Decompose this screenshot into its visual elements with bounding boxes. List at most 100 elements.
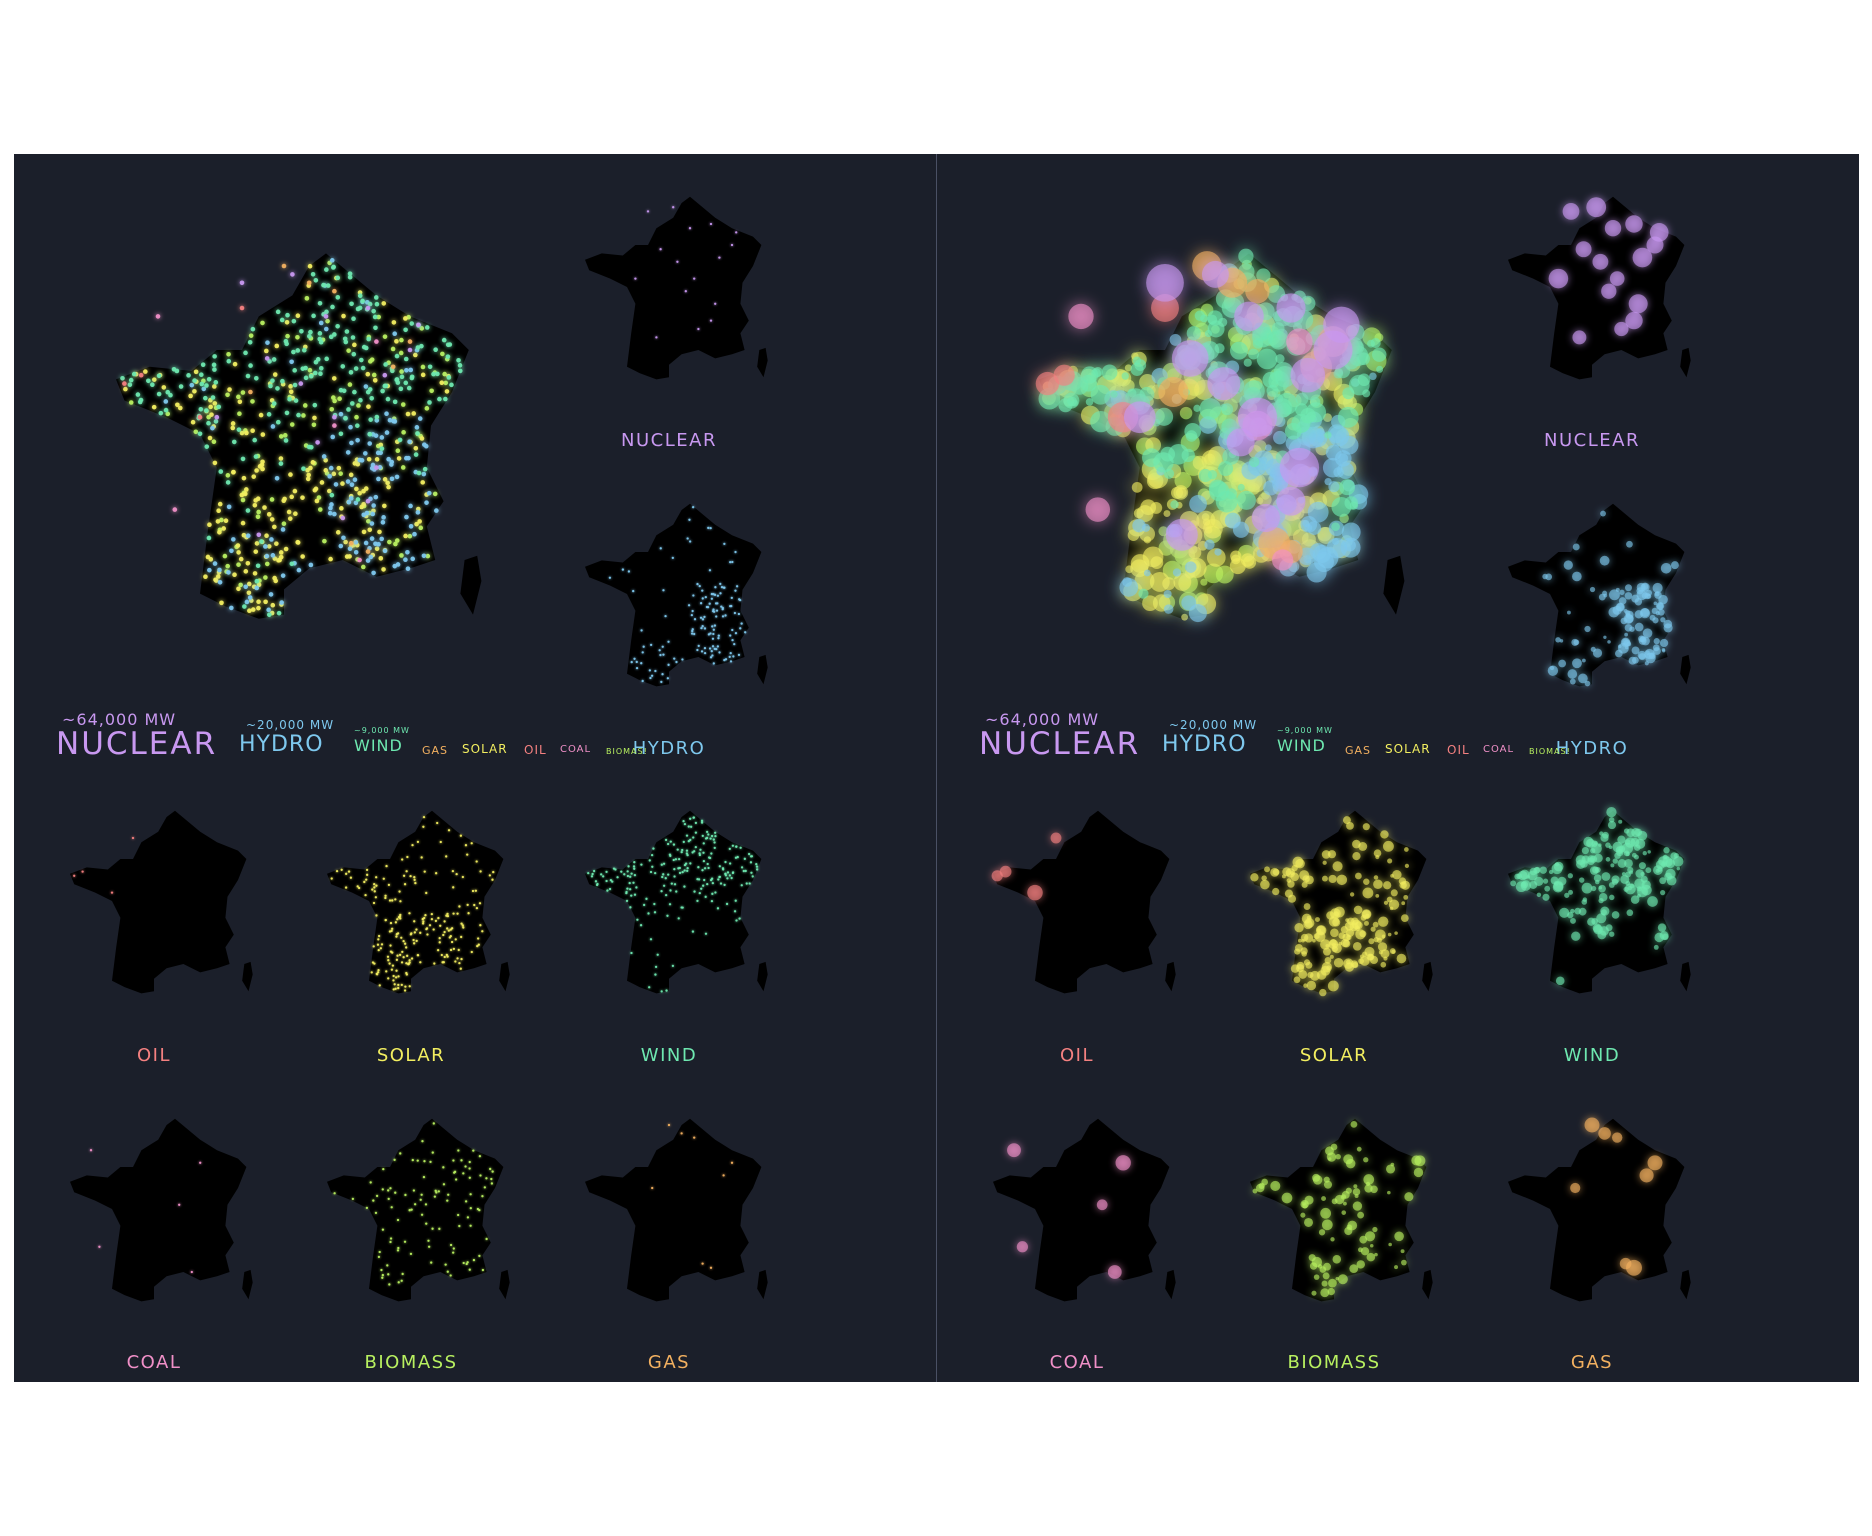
solar-plant-marker bbox=[1400, 914, 1409, 922]
biomass-plant-marker bbox=[469, 1207, 472, 1210]
solar-plant-marker bbox=[1349, 892, 1355, 897]
solar-plants bbox=[330, 815, 495, 992]
wind-plant-marker bbox=[687, 840, 690, 843]
wind-plant-marker bbox=[694, 831, 698, 834]
france-land bbox=[993, 810, 1170, 994]
wind-plant-marker bbox=[685, 849, 689, 852]
solar-plant-marker bbox=[1370, 926, 1376, 932]
wind-plant-marker bbox=[1654, 932, 1664, 943]
wind-plant-marker bbox=[728, 874, 732, 877]
solar-plant-marker bbox=[1181, 613, 1189, 621]
solar-plant-marker bbox=[462, 926, 465, 929]
wind-plant-marker bbox=[1670, 852, 1678, 860]
solar-plant-marker bbox=[439, 840, 442, 844]
wind-plant-marker bbox=[1339, 479, 1356, 496]
hydro-plant-marker bbox=[268, 592, 274, 597]
biomass-plant-marker bbox=[1255, 1183, 1265, 1193]
solar-plant-marker bbox=[221, 526, 226, 531]
wind-plant-marker bbox=[630, 872, 633, 875]
wind-plant-marker bbox=[203, 395, 208, 401]
wind-plant-marker bbox=[1574, 907, 1582, 915]
biomass-plant-marker bbox=[432, 1122, 435, 1125]
hydro-map-label: HYDRO bbox=[632, 738, 706, 759]
biomass-plant-marker bbox=[460, 1159, 463, 1162]
nuclear-plant-marker bbox=[298, 381, 304, 386]
solar-plant-marker bbox=[1387, 858, 1393, 864]
nuclear-plant-marker bbox=[659, 248, 662, 251]
hydro-plant-marker bbox=[1619, 589, 1625, 595]
solar-plant-marker bbox=[1375, 854, 1380, 860]
solar-plant-marker bbox=[1343, 958, 1354, 969]
wind-plant-marker bbox=[689, 825, 693, 828]
wind-plant-marker bbox=[662, 884, 666, 887]
biomass-plant-marker bbox=[1358, 1247, 1363, 1253]
hydro-plant-marker bbox=[321, 454, 327, 459]
wind-plant-marker bbox=[311, 313, 316, 319]
solar-plant-marker bbox=[190, 419, 196, 425]
hydro-plant-marker bbox=[681, 658, 684, 661]
hydro-plant-marker bbox=[330, 434, 336, 440]
wind-plant-marker bbox=[629, 888, 632, 891]
coal-plants bbox=[89, 1149, 202, 1274]
wind-plant-marker bbox=[683, 863, 687, 867]
biomass-plant-marker bbox=[483, 1186, 486, 1189]
solar-plant-marker bbox=[417, 519, 422, 524]
solar-plant-marker bbox=[1300, 947, 1308, 955]
biomass-plant-marker bbox=[1350, 1120, 1358, 1128]
hydro-plant-marker bbox=[664, 614, 667, 618]
solar-plant-marker bbox=[1125, 565, 1134, 574]
solar-plant-marker bbox=[392, 974, 395, 978]
hydro-plant-marker bbox=[1324, 477, 1332, 486]
biomass-plant-marker bbox=[1313, 1274, 1320, 1280]
solar-plant-marker bbox=[243, 487, 249, 492]
biomass-plant-marker bbox=[491, 1170, 494, 1173]
solar-plant-marker bbox=[1354, 872, 1362, 880]
solar-plant-marker bbox=[1295, 858, 1305, 869]
hydro-plant-marker bbox=[346, 499, 352, 505]
solar-plant-marker bbox=[1313, 933, 1320, 940]
wind-plant-marker bbox=[457, 363, 463, 368]
solar-plant-marker bbox=[259, 462, 265, 468]
wind-plant-marker bbox=[213, 380, 219, 385]
solar-plant-marker bbox=[378, 556, 384, 561]
wind-plant-marker bbox=[415, 431, 420, 436]
solar-plant-marker bbox=[446, 927, 449, 930]
hydro-plant-marker bbox=[1624, 584, 1632, 592]
biomass-plant-marker bbox=[1369, 1243, 1374, 1248]
hydro-plant-marker bbox=[414, 425, 420, 430]
solar-plant-marker bbox=[388, 962, 391, 965]
hydro-plant-marker bbox=[353, 500, 359, 506]
biomass-plant-marker bbox=[311, 422, 317, 428]
hydro-plant-marker bbox=[269, 537, 274, 542]
solar-plant-marker bbox=[377, 948, 380, 952]
hydro-plant-marker bbox=[332, 511, 337, 517]
wind-plant-marker bbox=[636, 918, 639, 921]
solar-plant-marker bbox=[1344, 921, 1354, 931]
solar-plant-marker bbox=[454, 938, 457, 941]
solar-plant-marker bbox=[1142, 595, 1158, 612]
hydro-plant-marker bbox=[1572, 571, 1582, 582]
hydro-plant-marker bbox=[270, 553, 276, 558]
solar-plant-marker bbox=[292, 488, 298, 494]
wind-plant-marker bbox=[1555, 976, 1565, 986]
solar-plant-marker bbox=[1250, 873, 1259, 882]
corsica-land bbox=[757, 961, 768, 992]
wind-plant-marker bbox=[693, 850, 696, 853]
solar-plant-marker bbox=[446, 912, 449, 916]
solar-plant-marker bbox=[460, 922, 463, 925]
biomass-plant-marker bbox=[462, 1172, 465, 1175]
solar-plant-marker bbox=[1338, 932, 1346, 940]
biomass-plant-marker bbox=[325, 318, 330, 324]
france-land bbox=[70, 810, 247, 994]
nuclear-plant-marker bbox=[340, 515, 346, 521]
nuclear-map-label: NUCLEAR bbox=[621, 430, 717, 451]
wind-plant-marker bbox=[347, 274, 353, 280]
hydro-plant-marker bbox=[715, 609, 719, 612]
wind-plant-marker bbox=[343, 415, 348, 421]
wind-plant-marker bbox=[312, 402, 318, 408]
wind-plant-marker bbox=[368, 417, 373, 422]
wind-plant-marker bbox=[745, 882, 748, 885]
solar-plant-marker bbox=[373, 962, 376, 965]
wind-plant-marker bbox=[1581, 882, 1593, 894]
hydro-plant-marker bbox=[347, 546, 353, 552]
